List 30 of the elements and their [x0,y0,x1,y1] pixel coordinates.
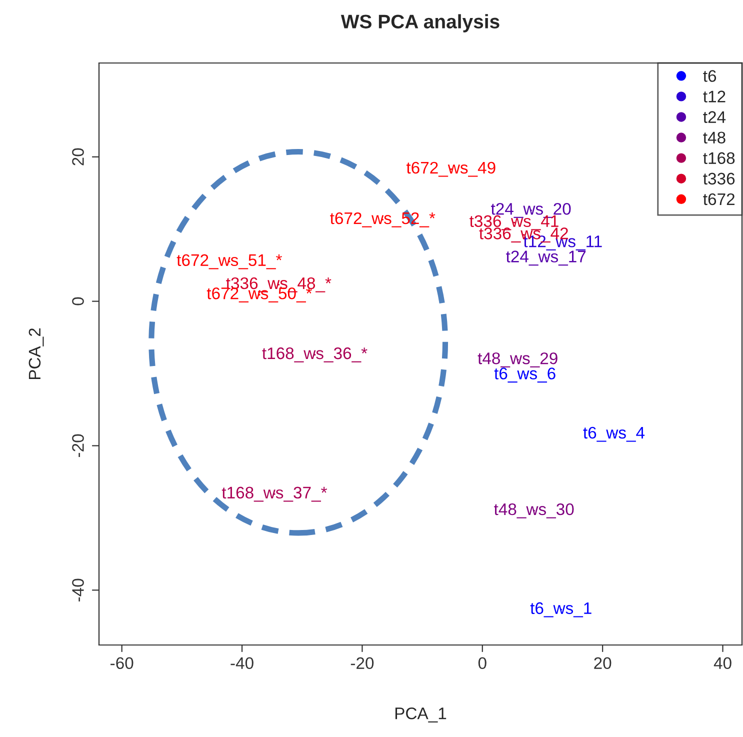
data-label: t48_ws_29 [478,352,558,368]
y-tick-label: 20 [72,148,84,166]
x-tick-label: 0 [478,657,486,670]
data-label: t672_ws_51_* [176,254,282,270]
data-label: t24_ws_17 [506,250,586,266]
x-axis-title: PCA_1 [395,708,446,722]
legend-label: t672 [703,193,734,206]
data-label: t168_ws_37_* [222,486,328,502]
legend-label: t168 [703,152,735,164]
x-tick-label: -60 [110,657,134,670]
legend-label: t24 [703,111,726,123]
data-label: t48_ws_30 [494,503,574,518]
x-tick-label: 40 [714,657,732,670]
legend-label: t6 [703,70,716,82]
data-label: t6_ws_1 [530,602,592,618]
x-tick-label: -40 [230,657,254,670]
data-label: t6_ws_6 [494,368,556,383]
data-label: t168_ws_36_* [262,347,368,362]
x-tick-label: 20 [594,657,612,670]
data-label: t6_ws_4 [583,426,645,442]
legend-label: t12 [703,90,726,102]
data-label: t672_ws_49 [406,162,496,177]
chart-title: WS PCA analysis [340,14,500,32]
y-axis-title: PCA_2 [28,328,44,380]
legend-label: t336 [703,172,735,185]
legend-label: t48 [703,132,726,144]
y-tick-label: 0 [72,297,84,306]
x-tick-label: -20 [350,657,374,670]
y-tick-label: -20 [72,434,84,458]
y-tick-label: -40 [72,578,84,602]
